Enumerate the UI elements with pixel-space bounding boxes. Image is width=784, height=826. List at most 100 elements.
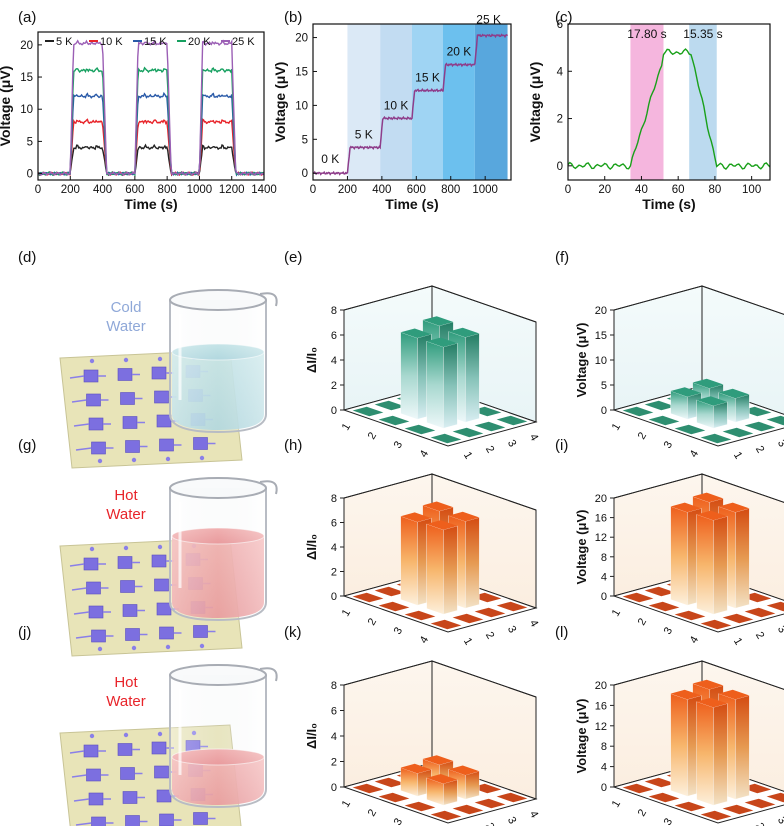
x-tick-label: 1 — [340, 607, 353, 618]
bar-top-face — [692, 378, 724, 389]
floor-tile — [374, 400, 406, 411]
x-tick-label: 2 — [636, 430, 649, 441]
water-label-line1: Cold — [111, 299, 142, 316]
panel-label-h: (h) — [284, 437, 302, 454]
panel-label-l: (l) — [555, 624, 568, 641]
column-contact — [131, 457, 137, 463]
sensor-pad — [91, 629, 106, 643]
sensor-pad — [83, 744, 99, 758]
bar-side-face — [735, 695, 750, 800]
beaker-spout — [259, 667, 278, 682]
bar-top-face — [426, 520, 458, 530]
floor-tile — [352, 406, 384, 417]
bar-top-face — [696, 510, 728, 521]
series-line-20K — [37, 66, 265, 177]
panel-label-c: (c) — [555, 9, 573, 26]
row-lead — [75, 635, 92, 639]
illustration-d: Cold Water — [59, 289, 278, 469]
panel-label-g: (g) — [18, 437, 36, 454]
beaker-glass — [169, 675, 267, 809]
sensor-pad — [88, 417, 104, 431]
bar-front-face — [400, 515, 418, 606]
floor-tile — [452, 427, 484, 438]
bar-top-face — [422, 501, 454, 512]
z-tick-label: 8 — [331, 680, 337, 692]
bar-top-face — [670, 387, 702, 397]
y-tick-label: 1 — [461, 450, 474, 461]
fall-time-label: 15.35 s — [683, 27, 722, 41]
y-tick-label: 3 — [775, 438, 784, 449]
floor-tile — [496, 792, 528, 803]
top-frame — [343, 660, 537, 698]
step-label: 20 K — [447, 45, 472, 59]
sensor-pad — [154, 390, 169, 404]
panel-label-a: (a) — [18, 9, 36, 26]
sensor-pad — [159, 813, 174, 826]
bar-top-face — [718, 388, 750, 399]
top-frame — [613, 285, 784, 315]
x-tick-label: 400 — [93, 184, 112, 196]
column-contact — [89, 546, 95, 552]
bar-front-face — [670, 693, 688, 797]
x-tick-label: 1 — [340, 798, 353, 809]
sensor-pad — [125, 628, 140, 641]
column-contact — [199, 455, 205, 461]
sensor-pad — [159, 438, 174, 452]
sensor-pad — [122, 416, 138, 429]
z-tick-label: 8 — [601, 552, 607, 564]
bar-top-face — [718, 689, 750, 700]
y-tick-label: 2 — [753, 821, 766, 826]
z-axis-label: Voltage (μV) — [574, 699, 589, 774]
floor-tile — [474, 607, 506, 618]
plot-frame — [312, 23, 512, 181]
floor-tile — [722, 804, 754, 815]
bar-top-face — [400, 328, 432, 339]
sensor-pad — [193, 625, 208, 638]
x-tick-label: 2 — [636, 807, 649, 818]
x-tick-label: 2 — [366, 807, 379, 818]
x-axis-label: Time (s) — [385, 196, 438, 212]
x-tick-label: 0 — [565, 184, 571, 196]
z-tick-label: 4 — [601, 571, 607, 583]
floor-tile — [404, 424, 436, 435]
y-tick-label: 5 — [27, 136, 33, 148]
x-tick-label: 2 — [636, 616, 649, 627]
step-band — [412, 24, 443, 180]
floor-tile — [404, 801, 436, 812]
bar-top-face — [692, 679, 724, 690]
x-tick-label: 800 — [158, 184, 177, 196]
series-line-5K — [37, 143, 265, 177]
illustration-g: Hot Water — [59, 477, 278, 657]
floor-tile — [766, 792, 784, 803]
z-tick-label: 0 — [331, 591, 337, 603]
sensor-pad — [88, 605, 104, 619]
column-contact — [157, 544, 163, 550]
floor-tile — [496, 415, 528, 426]
step-band — [442, 24, 475, 180]
bar-top-face — [400, 512, 432, 522]
bar-top-face — [400, 763, 432, 774]
z-tick-label: 4 — [331, 355, 337, 367]
bar-top-face — [718, 502, 750, 513]
sensor-pad — [151, 554, 167, 568]
floor-tile — [622, 592, 654, 603]
column-contact — [165, 644, 171, 650]
floor-tile — [722, 427, 754, 438]
y-tick-label: 5 — [302, 134, 308, 146]
legend-entry: 15 K — [144, 36, 167, 48]
bar-top-face — [448, 765, 480, 776]
column-contact — [123, 545, 129, 551]
beaker-spout — [259, 292, 278, 307]
bar-side-face — [465, 770, 480, 800]
beaker-spout — [259, 480, 278, 495]
z-tick-label: 2 — [331, 567, 337, 579]
x-tick-label: 2 — [366, 430, 379, 441]
sensor-pad — [91, 816, 106, 826]
sensor-pad — [117, 556, 133, 569]
water-label-line1: Hot — [114, 487, 138, 504]
z-tick-label: 15 — [595, 330, 607, 342]
y-tick-label: 10 — [20, 104, 33, 116]
y-tick-label: 4 — [527, 432, 540, 443]
